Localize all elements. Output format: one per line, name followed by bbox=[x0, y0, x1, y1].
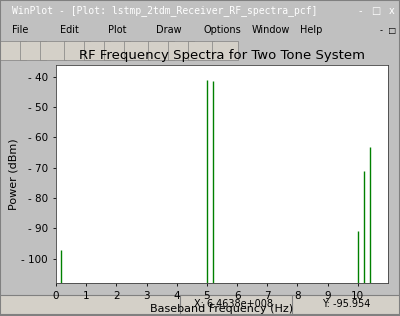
FancyBboxPatch shape bbox=[168, 41, 194, 60]
Text: -: - bbox=[358, 6, 362, 16]
FancyBboxPatch shape bbox=[188, 41, 214, 60]
Text: -  □  x: - □ x bbox=[380, 26, 400, 35]
Y-axis label: Power (dBm): Power (dBm) bbox=[8, 138, 18, 210]
FancyBboxPatch shape bbox=[104, 41, 130, 60]
Text: Y: -95.954: Y: -95.954 bbox=[322, 299, 370, 309]
Text: Edit: Edit bbox=[60, 25, 79, 35]
Text: Options: Options bbox=[204, 25, 242, 35]
FancyBboxPatch shape bbox=[124, 41, 150, 60]
Text: Window: Window bbox=[252, 25, 290, 35]
Text: X: 6.4638e+008: X: 6.4638e+008 bbox=[194, 299, 274, 309]
FancyBboxPatch shape bbox=[84, 41, 110, 60]
Title: RF Frequency Spectra for Two Tone System: RF Frequency Spectra for Two Tone System bbox=[79, 49, 365, 62]
Text: Plot: Plot bbox=[108, 25, 126, 35]
FancyBboxPatch shape bbox=[212, 41, 238, 60]
Text: WinPlot - [Plot: lstmp_2tdm_Receiver_RF_spectra_pcf]: WinPlot - [Plot: lstmp_2tdm_Receiver_RF_… bbox=[12, 5, 318, 16]
FancyBboxPatch shape bbox=[292, 295, 400, 314]
Text: File: File bbox=[12, 25, 28, 35]
Text: x: x bbox=[389, 6, 395, 16]
Text: Draw: Draw bbox=[156, 25, 182, 35]
FancyBboxPatch shape bbox=[0, 41, 26, 60]
Text: Help: Help bbox=[300, 25, 322, 35]
Text: □: □ bbox=[371, 6, 381, 16]
FancyBboxPatch shape bbox=[0, 295, 192, 314]
FancyBboxPatch shape bbox=[148, 41, 174, 60]
FancyBboxPatch shape bbox=[40, 41, 66, 60]
FancyBboxPatch shape bbox=[20, 41, 46, 60]
X-axis label: Baseband Frequency (Hz): Baseband Frequency (Hz) bbox=[150, 304, 294, 314]
FancyBboxPatch shape bbox=[180, 295, 304, 314]
FancyBboxPatch shape bbox=[64, 41, 90, 60]
